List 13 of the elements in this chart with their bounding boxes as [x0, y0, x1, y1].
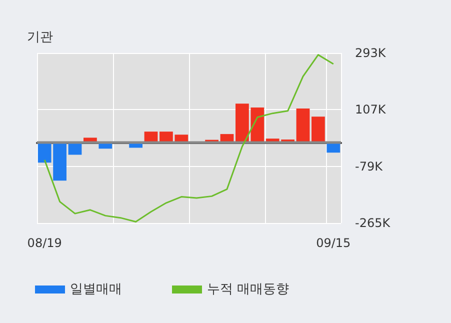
line-series [44, 54, 334, 223]
bar [312, 116, 325, 142]
bar [296, 108, 310, 142]
y-tick-label: 293K [355, 46, 387, 60]
y-tick-label: -265K [355, 216, 392, 230]
y-tick-label: -79K [355, 159, 384, 174]
legend-label: 일별매매 [70, 282, 122, 297]
legend-label: 누적 매매동향 [207, 282, 290, 297]
x-tick-label: 09/15 [316, 236, 351, 250]
y-tick-label: 107K [355, 102, 387, 117]
x-tick-label: 08/19 [27, 236, 62, 250]
chart-title: 기관 [27, 30, 53, 45]
bar [144, 132, 158, 142]
